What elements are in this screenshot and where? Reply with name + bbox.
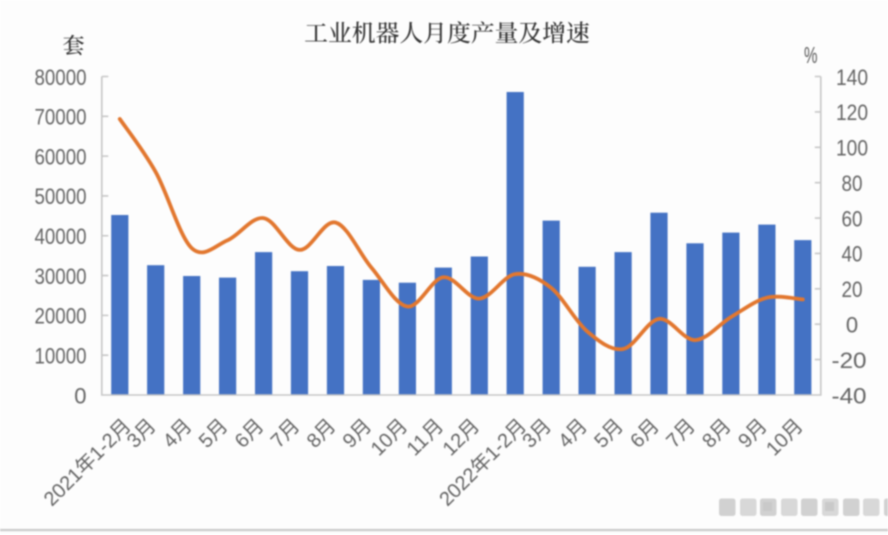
svg-text:-40: -40 (832, 383, 867, 408)
svg-text:100: 100 (836, 136, 868, 161)
svg-text:80000: 80000 (35, 65, 87, 90)
svg-text:140: 140 (836, 65, 868, 90)
svg-text:80: 80 (842, 171, 863, 196)
svg-text:10000: 10000 (35, 344, 87, 369)
svg-text:70000: 70000 (35, 105, 87, 130)
svg-text:40000: 40000 (35, 224, 87, 249)
svg-text:-20: -20 (832, 348, 867, 373)
svg-text:0: 0 (74, 383, 86, 408)
svg-text:40: 40 (842, 242, 863, 267)
svg-text:20000: 20000 (35, 304, 87, 329)
svg-text:60000: 60000 (35, 144, 87, 169)
svg-text:50000: 50000 (35, 184, 87, 209)
svg-text:%: % (804, 42, 818, 68)
svg-text:120: 120 (836, 100, 868, 125)
svg-text:60: 60 (842, 206, 863, 231)
svg-text:20: 20 (842, 277, 863, 302)
svg-text:0: 0 (846, 313, 858, 338)
svg-text:30000: 30000 (35, 264, 87, 289)
